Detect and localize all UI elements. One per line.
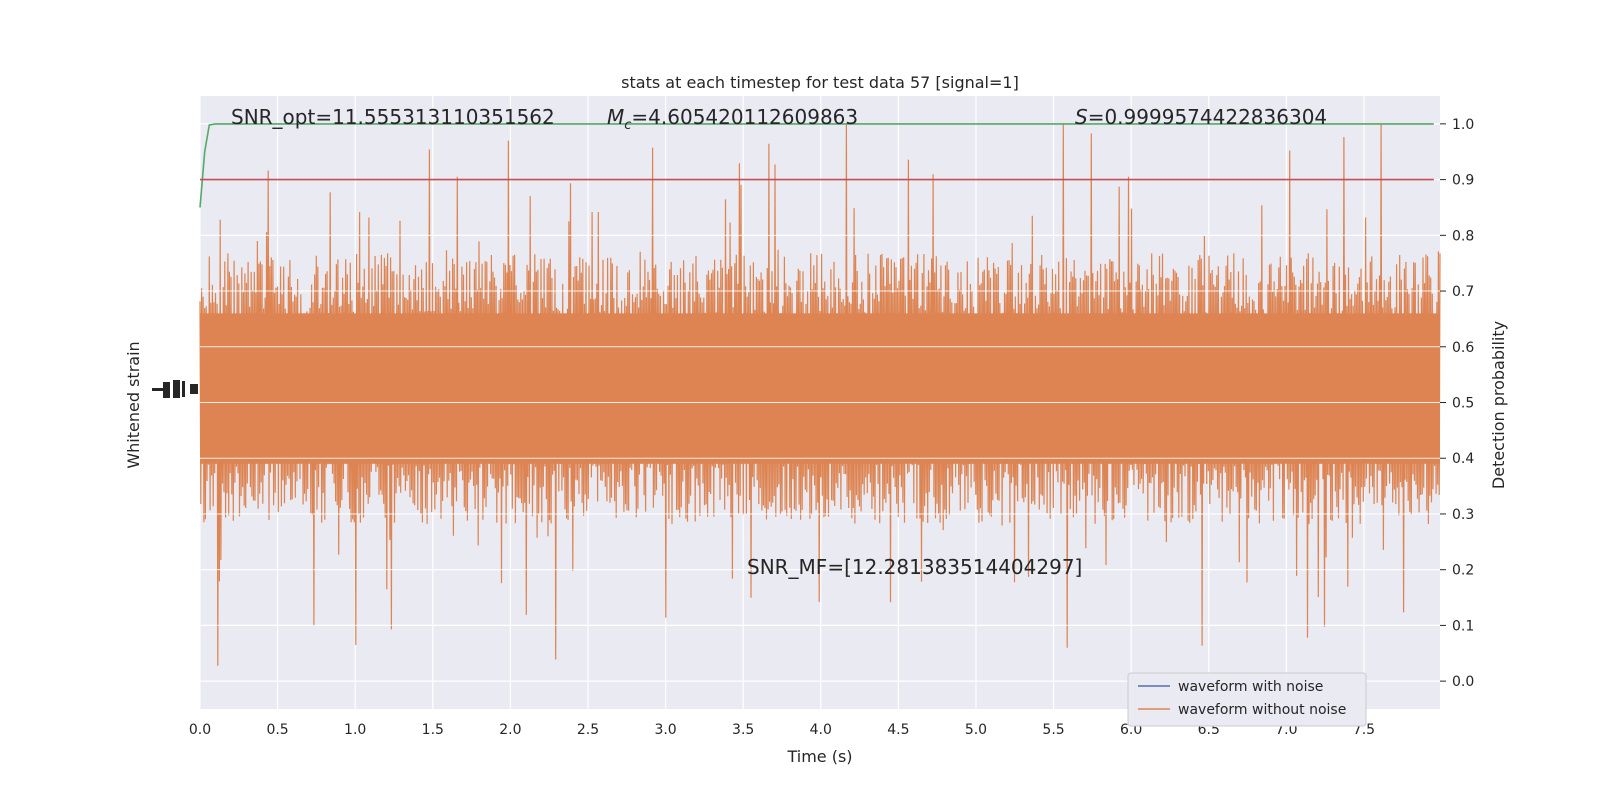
detection-probability-line — [199, 123, 1434, 208]
x-tick-label: 4.0 — [810, 722, 832, 738]
y-tick-label: 0.2 — [1452, 563, 1474, 579]
y-tick-label: 0.6 — [1452, 340, 1474, 356]
x-tick-label: 3.5 — [732, 722, 754, 738]
right-y-axis-ticks: 0.0 0.1 0.2 0.3 0.4 0.5 0.6 0.7 0.8 0.9 1.0 — [1440, 117, 1474, 690]
left-y-axis-label: Whitened strain — [124, 341, 143, 468]
y-tick-label: 0.5 — [1452, 396, 1474, 412]
legend: waveform with noise waveform without noi… — [1127, 672, 1367, 727]
snr-opt-annotation: SNR_opt=11.555313110351562 — [231, 105, 555, 129]
y-tick-label: 0.3 — [1452, 507, 1474, 523]
y-tick-label: 0.7 — [1452, 284, 1474, 300]
x-tick-label: 0.0 — [189, 722, 211, 738]
x-tick-label: 1.5 — [422, 722, 444, 738]
x-tick-label: 3.0 — [654, 722, 676, 738]
y-tick-label: 0.9 — [1452, 173, 1474, 189]
x-tick-label: 4.5 — [887, 722, 909, 738]
y-tick-label: 0.1 — [1452, 618, 1474, 634]
y-tick-label: 0.8 — [1452, 228, 1474, 244]
legend-label-with-noise: waveform with noise — [1178, 679, 1323, 695]
x-tick-label: 0.5 — [266, 722, 288, 738]
legend-label-without-noise: waveform without noise — [1178, 702, 1346, 718]
x-tick-label: 5.5 — [1042, 722, 1064, 738]
waveform-without-noise-trace — [199, 123, 1441, 682]
x-tick-label: 1.0 — [344, 722, 366, 738]
right-y-axis-label: Detection probability — [1489, 321, 1508, 489]
x-tick-label: 2.5 — [577, 722, 599, 738]
y-tick-label: 0.4 — [1452, 451, 1474, 467]
y-tick-label: 0.0 — [1452, 674, 1474, 690]
x-tick-label: 2.0 — [499, 722, 521, 738]
detection-probability-curve — [199, 123, 1434, 208]
x-tick-label: 5.0 — [965, 722, 987, 738]
y-tick-label: 1.0 — [1452, 117, 1474, 133]
left-axis-collapsed-ticks — [152, 380, 198, 398]
chirp-mass-annotation: Mc=4.605420112609863 — [607, 105, 858, 133]
waveform-without-noise-line — [199, 123, 1441, 666]
chart-title: stats at each timestep for test data 57 … — [621, 73, 1019, 92]
x-axis-label: Time (s) — [786, 747, 852, 766]
score-annotation: S=0.9999574422836304 — [1075, 105, 1327, 129]
snr-mf-annotation: SNR_MF=[12.281383514404297] — [747, 555, 1082, 579]
